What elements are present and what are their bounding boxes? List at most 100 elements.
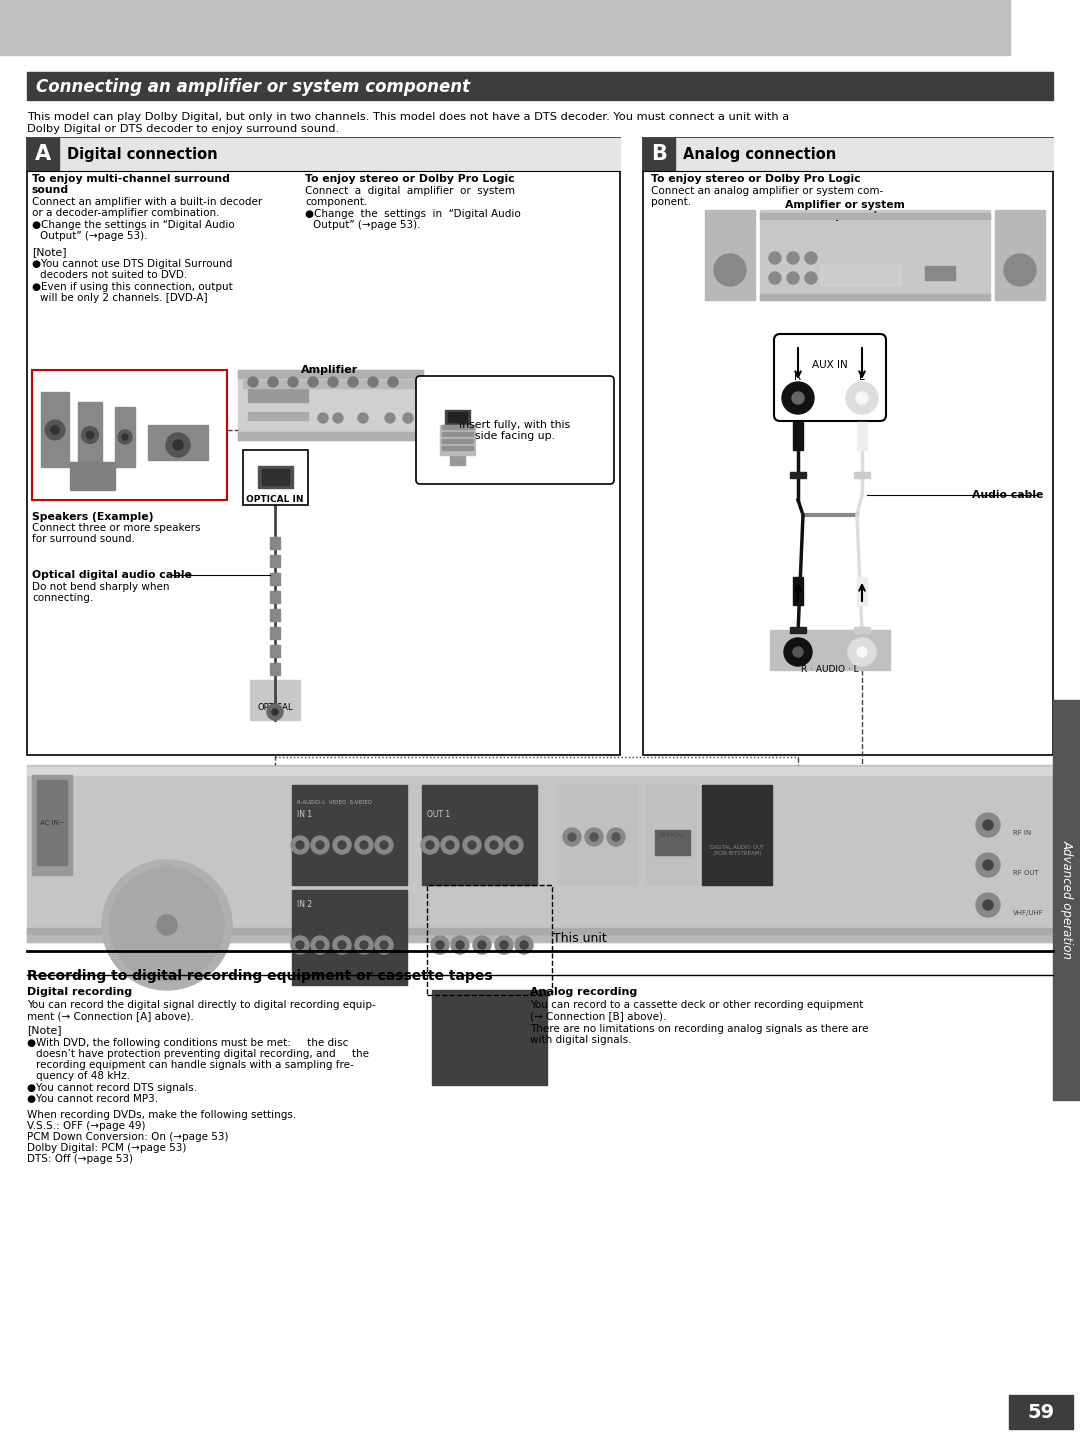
Text: will be only 2 channels. [DVD-A]: will be only 2 channels. [DVD-A] [40, 293, 207, 303]
Text: component.: component. [305, 197, 367, 208]
Text: Connect an amplifier with a built-in decoder: Connect an amplifier with a built-in dec… [32, 197, 262, 208]
Bar [422, 785, 537, 885]
Text: 59: 59 [1027, 1404, 1054, 1422]
Text: sound: sound [32, 184, 69, 195]
Circle shape [607, 829, 625, 846]
Text: VHF/UHF: VHF/UHF [1013, 911, 1043, 916]
Circle shape [368, 378, 378, 388]
Text: AUX IN: AUX IN [812, 360, 848, 370]
Circle shape [333, 937, 351, 954]
Text: or a decoder-amplifier combination.: or a decoder-amplifier combination. [32, 208, 219, 218]
Text: [Note]: [Note] [27, 1025, 62, 1035]
Bar [37, 780, 67, 865]
Circle shape [118, 429, 132, 444]
Circle shape [500, 941, 508, 950]
Circle shape [510, 842, 518, 849]
Text: Digital connection: Digital connection [67, 147, 218, 161]
FancyBboxPatch shape [416, 376, 615, 484]
Bar [238, 370, 423, 378]
Circle shape [328, 378, 338, 388]
Text: Do not bend sharply when: Do not bend sharply when [32, 582, 170, 592]
Circle shape [355, 836, 373, 855]
Text: OPTICAL: OPTICAL [257, 703, 293, 712]
Bar [27, 138, 620, 755]
Circle shape [463, 836, 481, 855]
Bar [148, 425, 208, 460]
Bar [262, 468, 289, 486]
Bar [643, 138, 675, 170]
Text: Connect three or more speakers: Connect three or more speakers [32, 523, 201, 533]
Bar [793, 576, 804, 605]
Circle shape [983, 901, 993, 911]
Bar [924, 267, 955, 280]
Circle shape [769, 252, 781, 264]
Bar [27, 765, 1053, 942]
Bar [702, 785, 772, 885]
Circle shape [769, 272, 781, 284]
Bar [114, 406, 135, 467]
Bar [654, 830, 690, 855]
Text: Insert fully, with this: Insert fully, with this [459, 419, 570, 429]
Bar [32, 775, 72, 875]
Bar [995, 210, 1045, 300]
Text: for surround sound.: for surround sound. [32, 535, 135, 545]
Text: OUT 1: OUT 1 [427, 810, 450, 818]
Text: ment (→ Connection [A] above).: ment (→ Connection [A] above). [27, 1012, 194, 1022]
Circle shape [166, 432, 190, 457]
Circle shape [296, 842, 303, 849]
Text: Connect  a  digital  amplifier  or  system: Connect a digital amplifier or system [305, 186, 515, 196]
Bar [27, 928, 1053, 934]
Text: side facing up.: side facing up. [475, 431, 555, 441]
Circle shape [311, 836, 329, 855]
Bar [858, 576, 867, 605]
Text: ponent.: ponent. [651, 197, 691, 208]
Text: quency of 48 kHz.: quency of 48 kHz. [36, 1071, 130, 1081]
Text: RF IN: RF IN [1013, 830, 1031, 836]
Circle shape [976, 813, 1000, 837]
Circle shape [288, 378, 298, 388]
Text: To enjoy multi-channel surround: To enjoy multi-channel surround [32, 174, 230, 184]
Text: decoders not suited to DVD.: decoders not suited to DVD. [40, 269, 187, 280]
Circle shape [291, 836, 309, 855]
Text: Digital recording: Digital recording [27, 987, 132, 997]
Bar [442, 440, 473, 442]
Bar [432, 990, 546, 1085]
Bar [27, 767, 1053, 775]
Circle shape [375, 937, 393, 954]
Circle shape [568, 833, 576, 842]
Text: OPTICAL IN: OPTICAL IN [246, 496, 303, 504]
Text: Analog connection: Analog connection [683, 147, 836, 161]
Text: RF OUT: RF OUT [1013, 870, 1039, 876]
Text: Dolby Digital: PCM (→page 53): Dolby Digital: PCM (→page 53) [27, 1143, 187, 1153]
Circle shape [110, 867, 224, 981]
Bar [243, 450, 308, 504]
Circle shape [1004, 254, 1036, 285]
Bar [789, 473, 806, 478]
Bar [78, 402, 102, 467]
Circle shape [360, 842, 368, 849]
Circle shape [380, 842, 388, 849]
Bar [820, 265, 900, 285]
Circle shape [380, 941, 388, 950]
Circle shape [157, 915, 177, 935]
Bar [162, 865, 172, 925]
Circle shape [431, 937, 449, 954]
Text: When recording DVDs, make the following settings.: When recording DVDs, make the following … [27, 1110, 296, 1120]
Text: ●You cannot use DTS Digital Surround: ●You cannot use DTS Digital Surround [32, 259, 232, 269]
Circle shape [787, 272, 799, 284]
Bar [27, 72, 1053, 99]
Text: This model can play Dolby Digital, but only in two channels. This model does not: This model can play Dolby Digital, but o… [27, 112, 789, 122]
Bar [270, 646, 280, 657]
Bar [238, 370, 423, 440]
Circle shape [519, 941, 528, 950]
Bar [270, 555, 280, 566]
Circle shape [490, 842, 498, 849]
Bar [162, 865, 172, 925]
Text: Audio cable: Audio cable [972, 490, 1043, 500]
Bar [448, 412, 467, 422]
Circle shape [856, 392, 868, 403]
Bar [162, 865, 172, 925]
Text: Optical digital audio cable: Optical digital audio cable [32, 571, 192, 579]
Bar [258, 465, 293, 488]
Circle shape [858, 647, 867, 657]
